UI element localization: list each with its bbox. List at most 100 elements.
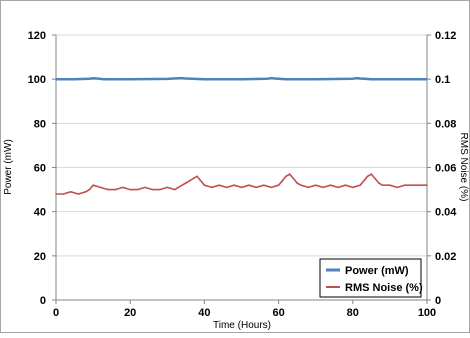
data-point-power: [314, 78, 317, 80]
x-tick-label: 20: [124, 307, 136, 319]
data-point-rms-noise: [225, 186, 228, 189]
data-point-power: [181, 77, 183, 79]
data-point-rms-noise: [185, 182, 187, 184]
data-point-rms-noise: [255, 186, 258, 189]
data-point-rms-noise: [144, 186, 146, 189]
x-tick-label: 40: [198, 307, 210, 319]
data-point-rms-noise: [262, 184, 265, 186]
data-point-rms-noise: [403, 184, 406, 186]
data-point-rms-noise: [377, 182, 380, 184]
data-point-rms-noise: [233, 184, 235, 186]
data-point-rms-noise: [296, 182, 298, 184]
data-point-rms-noise: [181, 184, 183, 186]
y-left-tick-label: 20: [34, 251, 46, 263]
data-point-power: [370, 78, 373, 80]
data-point-rms-noise: [196, 175, 198, 178]
data-point-rms-noise: [307, 186, 310, 189]
data-point-rms-noise: [121, 186, 124, 189]
data-point-rms-noise: [248, 184, 250, 186]
data-point-rms-noise: [288, 173, 291, 175]
data-point-rms-noise: [159, 188, 161, 191]
data-point-power: [55, 78, 57, 80]
data-point-rms-noise: [370, 173, 373, 175]
y-right-tick-label: 0.02: [435, 251, 456, 263]
x-tick-label: 0: [53, 307, 59, 319]
data-point-rms-noise: [389, 184, 391, 186]
data-point-rms-noise: [240, 186, 243, 189]
data-point-rms-noise: [418, 184, 421, 186]
data-point-rms-noise: [151, 188, 154, 191]
data-point-rms-noise: [55, 193, 57, 195]
data-point-rms-noise: [99, 186, 102, 189]
y-left-tick-label: 0: [40, 295, 46, 307]
legend-label-power: Power (mW): [345, 265, 409, 277]
y-left-tick-label: 40: [34, 207, 46, 219]
y-left-tick-label: 100: [28, 74, 46, 86]
data-point-rms-noise: [270, 186, 272, 189]
data-point-rms-noise: [62, 193, 65, 195]
data-point-power: [73, 78, 76, 80]
data-point-rms-noise: [77, 193, 80, 195]
data-point-rms-noise: [136, 188, 139, 191]
data-point-power: [88, 77, 91, 80]
series-layer: [55, 76, 428, 195]
data-point-rms-noise: [277, 184, 280, 186]
data-point-rms-noise: [84, 190, 87, 193]
data-point-rms-noise: [285, 175, 287, 178]
data-point-rms-noise: [173, 188, 176, 191]
legend-label-rms-noise: RMS Noise (%): [345, 282, 423, 294]
data-point-power: [270, 77, 272, 79]
x-tick-label: 100: [418, 307, 436, 319]
data-point-power: [426, 78, 428, 80]
data-point-power: [185, 77, 187, 80]
data-point-power: [103, 78, 106, 80]
y-right-tick-label: 0.1: [435, 74, 450, 86]
data-point-power: [274, 77, 276, 80]
y-left-tick-label: 80: [34, 118, 46, 130]
data-point-rms-noise: [314, 184, 317, 186]
data-point-power: [266, 77, 269, 80]
data-point-power: [92, 77, 94, 80]
y-right-tick-label: 0.04: [435, 207, 457, 219]
data-point-power: [166, 78, 169, 80]
data-point-power: [352, 77, 354, 80]
data-point-rms-noise: [366, 175, 369, 178]
x-tick-label: 60: [272, 307, 284, 319]
data-point-rms-noise: [396, 186, 399, 189]
y-axis-left-title: Power (mW): [3, 139, 14, 195]
y-right-tick-label: 0.08: [435, 118, 456, 130]
data-point-power: [203, 78, 206, 80]
data-point-power: [285, 78, 287, 80]
data-point-rms-noise: [322, 186, 324, 189]
legend-box: [319, 258, 422, 298]
data-point-rms-noise: [211, 186, 213, 189]
data-point-power: [96, 77, 98, 80]
data-point-rms-noise: [92, 184, 94, 186]
data-point-rms-noise: [203, 184, 206, 186]
tick-labels: 0 20 40 60 80 10002040608010012000.020.040.06…: [28, 30, 458, 319]
data-point-rms-noise: [344, 184, 347, 186]
data-point-rms-noise: [70, 190, 72, 193]
data-point-rms-noise: [292, 177, 295, 180]
data-point-power: [359, 77, 362, 80]
y-left-tick-label: 120: [28, 30, 46, 42]
data-point-rms-noise: [218, 184, 221, 186]
data-point-rms-noise: [300, 184, 302, 186]
data-point-rms-noise: [426, 184, 428, 186]
data-point-power: [240, 78, 243, 80]
data-point-power: [177, 77, 180, 80]
data-point-rms-noise: [337, 186, 339, 189]
y-right-tick-label: 0: [435, 295, 441, 307]
data-point-rms-noise: [411, 184, 413, 186]
data-point-rms-noise: [359, 184, 362, 186]
legend: Power (mW) RMS Noise (%): [319, 258, 423, 298]
data-point-rms-noise: [352, 186, 354, 189]
y-left-tick-label: 60: [34, 163, 46, 175]
data-point-rms-noise: [88, 188, 91, 191]
data-point-power: [389, 78, 391, 80]
data-point-rms-noise: [107, 188, 109, 191]
data-point-rms-noise: [129, 188, 131, 191]
data-point-power: [355, 77, 358, 79]
